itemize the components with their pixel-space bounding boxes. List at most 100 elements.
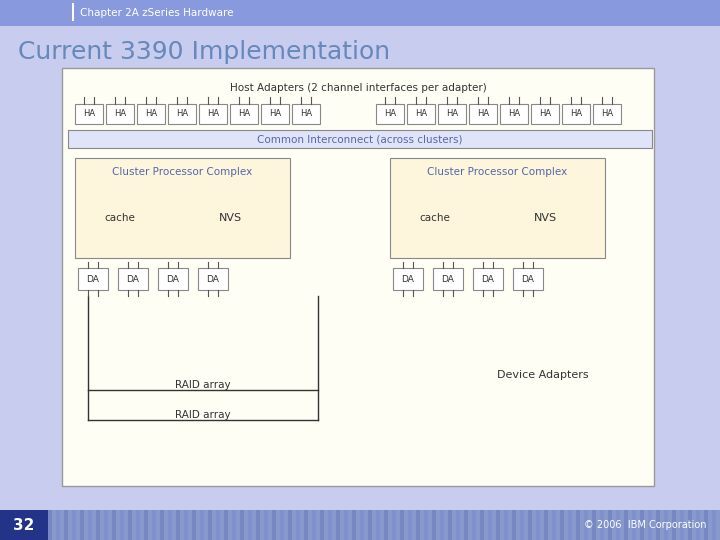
Bar bbox=[584, 510, 588, 540]
Text: HA: HA bbox=[145, 110, 157, 118]
Bar bbox=[75, 104, 103, 124]
Bar bbox=[16, 510, 20, 540]
Text: RAID array: RAID array bbox=[175, 410, 231, 420]
Bar bbox=[438, 104, 466, 124]
Bar bbox=[280, 510, 284, 540]
Bar bbox=[488, 510, 492, 540]
Text: HA: HA bbox=[446, 110, 458, 118]
Bar bbox=[448, 510, 452, 540]
Bar bbox=[416, 510, 420, 540]
Bar bbox=[248, 510, 252, 540]
Bar bbox=[68, 130, 652, 148]
Bar bbox=[512, 510, 516, 540]
Bar bbox=[640, 510, 644, 540]
Text: Common Interconnect (across clusters): Common Interconnect (across clusters) bbox=[257, 134, 463, 144]
Bar bbox=[528, 510, 532, 540]
Text: NVS: NVS bbox=[218, 213, 242, 223]
Bar bbox=[531, 104, 559, 124]
Text: DA: DA bbox=[166, 274, 179, 284]
Bar bbox=[562, 104, 590, 124]
Bar bbox=[513, 268, 543, 290]
Bar bbox=[696, 510, 700, 540]
Text: HA: HA bbox=[114, 110, 126, 118]
Text: Chapter 2A zSeries Hardware: Chapter 2A zSeries Hardware bbox=[80, 8, 233, 18]
Bar bbox=[616, 510, 620, 540]
Bar bbox=[624, 510, 628, 540]
Bar bbox=[224, 510, 228, 540]
Text: DA: DA bbox=[86, 274, 99, 284]
Bar bbox=[440, 510, 444, 540]
Bar bbox=[688, 510, 692, 540]
Text: DA: DA bbox=[127, 274, 140, 284]
Text: Host Adapters (2 channel interfaces per adapter): Host Adapters (2 channel interfaces per … bbox=[230, 83, 487, 93]
Bar bbox=[592, 510, 596, 540]
Bar bbox=[158, 268, 188, 290]
Bar bbox=[480, 510, 484, 540]
Text: Current 3390 Implementation: Current 3390 Implementation bbox=[18, 40, 390, 64]
Bar bbox=[400, 510, 404, 540]
Bar bbox=[312, 510, 316, 540]
Bar bbox=[261, 104, 289, 124]
Bar bbox=[656, 510, 660, 540]
Bar bbox=[360, 510, 364, 540]
Bar bbox=[288, 510, 292, 540]
Bar bbox=[168, 510, 172, 540]
Bar bbox=[608, 510, 612, 540]
Bar bbox=[184, 510, 188, 540]
Text: HA: HA bbox=[176, 110, 188, 118]
Bar bbox=[137, 104, 165, 124]
Bar bbox=[0, 510, 720, 540]
Bar bbox=[112, 510, 116, 540]
Bar bbox=[64, 510, 68, 540]
Bar bbox=[328, 510, 332, 540]
Bar bbox=[552, 510, 556, 540]
Text: DA: DA bbox=[521, 274, 534, 284]
Bar bbox=[176, 510, 180, 540]
Bar bbox=[600, 510, 604, 540]
Bar bbox=[433, 268, 463, 290]
Bar bbox=[8, 510, 12, 540]
Text: 32: 32 bbox=[13, 517, 35, 532]
Bar bbox=[568, 510, 572, 540]
Bar bbox=[464, 510, 468, 540]
Bar bbox=[560, 510, 564, 540]
Bar bbox=[160, 510, 164, 540]
Bar bbox=[472, 510, 476, 540]
Bar bbox=[664, 510, 668, 540]
Bar bbox=[292, 104, 320, 124]
Text: Cluster Processor Complex: Cluster Processor Complex bbox=[112, 167, 253, 177]
Text: DA: DA bbox=[441, 274, 454, 284]
Bar bbox=[118, 268, 148, 290]
Text: DA: DA bbox=[482, 274, 495, 284]
Bar bbox=[672, 510, 676, 540]
Bar bbox=[72, 510, 76, 540]
Bar bbox=[72, 3, 74, 21]
Bar bbox=[680, 510, 684, 540]
Bar bbox=[432, 510, 436, 540]
Bar bbox=[232, 510, 236, 540]
Bar bbox=[200, 510, 204, 540]
Text: DA: DA bbox=[402, 274, 415, 284]
Text: HA: HA bbox=[384, 110, 396, 118]
Text: DA: DA bbox=[207, 274, 220, 284]
Bar bbox=[198, 268, 228, 290]
Bar bbox=[393, 268, 423, 290]
Text: HA: HA bbox=[508, 110, 520, 118]
Bar bbox=[0, 0, 720, 26]
Text: RAID array: RAID array bbox=[175, 380, 231, 390]
Bar bbox=[136, 510, 140, 540]
Bar bbox=[272, 510, 276, 540]
Text: cache: cache bbox=[104, 213, 135, 223]
Bar bbox=[168, 104, 196, 124]
Bar bbox=[469, 104, 497, 124]
Bar bbox=[376, 510, 380, 540]
Text: HA: HA bbox=[300, 110, 312, 118]
Bar bbox=[500, 104, 528, 124]
Bar bbox=[320, 510, 324, 540]
Bar bbox=[199, 104, 227, 124]
Bar bbox=[256, 510, 260, 540]
Bar bbox=[24, 510, 28, 540]
Bar bbox=[473, 268, 503, 290]
Bar bbox=[208, 510, 212, 540]
Bar bbox=[296, 510, 300, 540]
